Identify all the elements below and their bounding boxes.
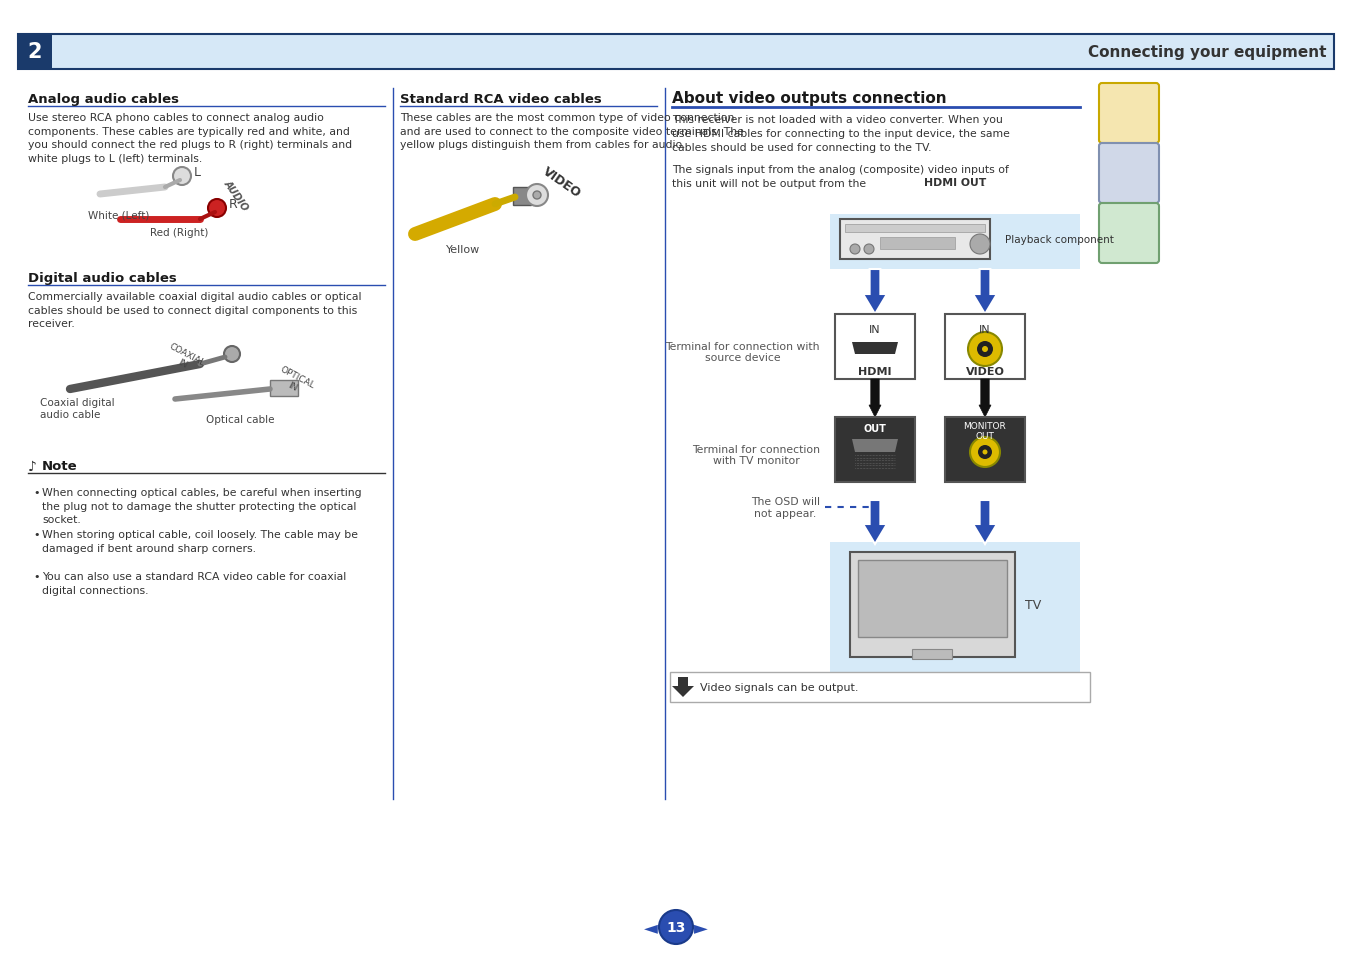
Text: OPTICAL
IN: OPTICAL IN [274, 365, 316, 399]
Text: •: • [32, 530, 39, 539]
Text: Use stereo RCA phono cables to connect analog audio
components. These cables are: Use stereo RCA phono cables to connect a… [28, 112, 352, 164]
Text: Video signals can be output.: Video signals can be output. [700, 682, 859, 692]
Circle shape [526, 185, 548, 207]
Text: When connecting optical cables, be careful when inserting
the plug not to damage: When connecting optical cables, be caref… [42, 488, 361, 525]
FancyBboxPatch shape [1099, 144, 1159, 204]
Bar [859, 560, 1007, 638]
Polygon shape [973, 500, 996, 544]
Text: Terminal for connection
with TV monitor: Terminal for connection with TV monitor [692, 444, 821, 466]
Text: Analog audio cables: Analog audio cables [28, 92, 178, 106]
Text: When storing optical cable, coil loosely. The cable may be
damaged if bent aroun: When storing optical cable, coil loosely… [42, 530, 358, 553]
Text: .: . [982, 178, 986, 188]
Text: TV: TV [1025, 598, 1041, 612]
Text: VIDEO: VIDEO [965, 473, 1005, 482]
Circle shape [969, 437, 1000, 468]
Polygon shape [869, 379, 882, 417]
Bar [671, 672, 1090, 702]
Polygon shape [863, 270, 887, 314]
Text: White (Left): White (Left) [88, 210, 149, 220]
Text: This receiver is not loaded with a video converter. When you
use HDMI cables for: This receiver is not loaded with a video… [672, 115, 1010, 152]
Text: Digital audio cables: Digital audio cables [28, 272, 177, 285]
Text: IN: IN [869, 325, 880, 335]
Bar [845, 225, 986, 233]
Text: R: R [228, 198, 238, 212]
Text: HDMI: HDMI [859, 367, 892, 376]
Text: Optical cable: Optical cable [206, 415, 274, 424]
Bar [880, 237, 955, 250]
Text: MONITOR
OUT: MONITOR OUT [964, 421, 1006, 441]
Bar [18, 35, 51, 70]
FancyBboxPatch shape [1099, 84, 1159, 144]
Circle shape [983, 450, 987, 455]
Circle shape [850, 245, 860, 254]
Text: These cables are the most common type of video connection
and are used to connec: These cables are the most common type of… [400, 112, 744, 150]
Circle shape [969, 234, 990, 254]
Text: Yellow: Yellow [446, 245, 480, 254]
Circle shape [982, 347, 988, 353]
Polygon shape [852, 439, 898, 453]
Circle shape [968, 333, 1002, 367]
Bar [850, 553, 1015, 658]
Text: •: • [32, 488, 39, 497]
Text: HDMI: HDMI [859, 473, 892, 482]
Bar [836, 417, 915, 482]
Polygon shape [672, 678, 694, 698]
Text: The OSD will
not appear.: The OSD will not appear. [750, 497, 821, 518]
Circle shape [224, 347, 241, 363]
Text: COAXIAL
IN: COAXIAL IN [164, 341, 207, 377]
Text: Standard RCA video cables: Standard RCA video cables [400, 92, 602, 106]
Bar [945, 417, 1025, 482]
Text: Note: Note [42, 459, 77, 473]
Circle shape [208, 200, 226, 218]
Polygon shape [852, 343, 898, 355]
Bar [945, 314, 1025, 379]
Polygon shape [979, 379, 991, 417]
Text: About video outputs connection: About video outputs connection [672, 91, 946, 106]
Circle shape [977, 341, 992, 357]
Text: L: L [193, 167, 201, 179]
Polygon shape [973, 270, 996, 314]
Text: •: • [32, 572, 39, 581]
Circle shape [173, 168, 191, 186]
Bar [840, 220, 990, 260]
Text: Coaxial digital
audio cable: Coaxial digital audio cable [41, 397, 115, 419]
Text: AUDIO: AUDIO [222, 178, 250, 213]
Text: IN: IN [979, 325, 991, 335]
Circle shape [533, 192, 541, 200]
Text: OUT: OUT [864, 423, 887, 434]
Text: Terminal for connection with
source device: Terminal for connection with source devi… [665, 341, 821, 363]
Text: Playback component: Playback component [1005, 234, 1114, 245]
Circle shape [658, 910, 694, 944]
Bar [913, 649, 952, 659]
Text: You can also use a standard RCA video cable for coaxial
digital connections.: You can also use a standard RCA video ca… [42, 572, 346, 595]
Text: ◄: ◄ [644, 918, 658, 936]
Text: ♪: ♪ [28, 459, 37, 474]
Circle shape [977, 446, 992, 459]
Bar [830, 542, 1080, 678]
Text: Connecting your equipment: Connecting your equipment [1087, 45, 1326, 60]
Polygon shape [863, 500, 887, 544]
FancyBboxPatch shape [1099, 204, 1159, 264]
Text: Commercially available coaxial digital audio cables or optical
cables should be : Commercially available coaxial digital a… [28, 292, 361, 329]
Text: VIDEO: VIDEO [539, 165, 583, 200]
Text: 2: 2 [28, 43, 42, 63]
Bar [270, 380, 297, 396]
Text: 13: 13 [667, 920, 685, 934]
Bar [18, 35, 1334, 70]
Bar [830, 214, 1080, 270]
Text: HDMI OUT: HDMI OUT [923, 178, 986, 188]
Bar [836, 314, 915, 379]
Text: The signals input from the analog (composite) video inputs of
this unit will not: The signals input from the analog (compo… [672, 165, 1009, 189]
Text: VIDEO: VIDEO [965, 367, 1005, 376]
Bar [512, 188, 531, 206]
Text: Red (Right): Red (Right) [150, 228, 208, 237]
Circle shape [864, 245, 873, 254]
Text: ►: ► [694, 918, 708, 936]
